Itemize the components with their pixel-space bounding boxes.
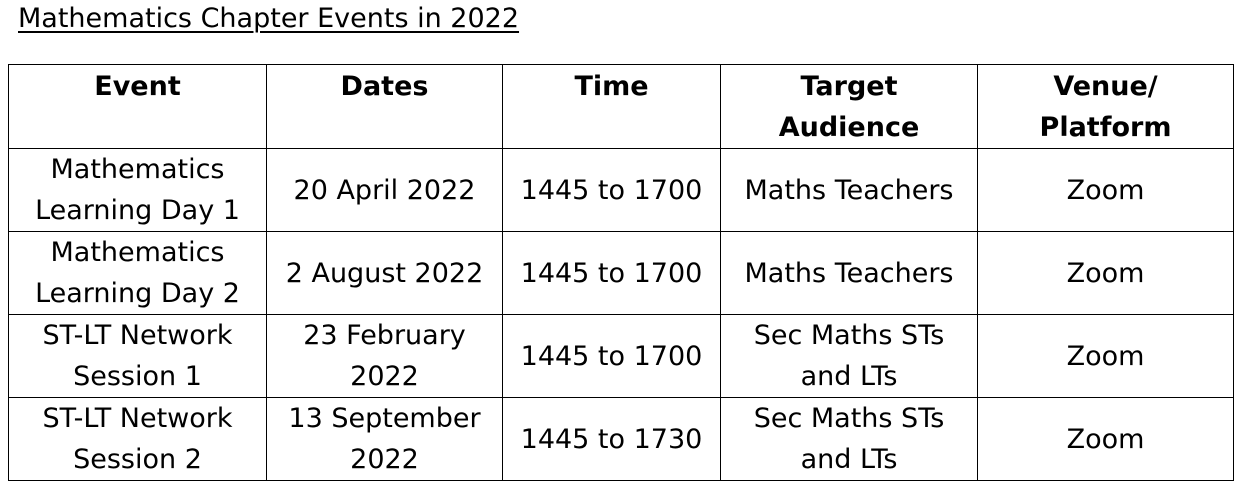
header-event-label: Event xyxy=(94,71,181,102)
header-venue-line2: Platform xyxy=(1039,112,1172,143)
table-header-row: Event Dates Time Target Audience Venue/ … xyxy=(8,64,1234,149)
header-event: Event xyxy=(8,64,267,149)
time-value: 1445 to 1730 xyxy=(520,423,703,455)
cell-venue: Zoom xyxy=(977,148,1234,232)
cell-audience: Maths Teachers xyxy=(720,231,978,315)
header-audience-line1: Target xyxy=(800,71,898,102)
venue-value: Zoom xyxy=(1066,340,1145,372)
cell-event: Mathematics Learning Day 1 xyxy=(8,148,267,232)
cell-dates: 20 April 2022 xyxy=(266,148,503,232)
audience-line2: and LTs xyxy=(800,361,898,392)
audience-line2: and LTs xyxy=(800,444,898,475)
cell-dates: 13 September 2022 xyxy=(266,397,503,481)
cell-time: 1445 to 1700 xyxy=(502,314,721,398)
table-row: ST-LT Network Session 1 23 February 2022… xyxy=(8,314,1234,398)
header-venue-platform: Venue/ Platform xyxy=(977,64,1234,149)
event-line2: Learning Day 1 xyxy=(35,195,240,226)
dates-line1: 23 February xyxy=(303,320,466,351)
events-table: Event Dates Time Target Audience Venue/ … xyxy=(8,64,1234,481)
event-line2: Learning Day 2 xyxy=(35,278,240,309)
cell-event: Mathematics Learning Day 2 xyxy=(8,231,267,315)
header-target-audience: Target Audience xyxy=(720,64,978,149)
event-line1: ST-LT Network xyxy=(42,403,233,434)
header-audience-line2: Audience xyxy=(778,112,920,143)
audience-line1: Sec Maths STs xyxy=(753,320,945,351)
event-line2: Session 2 xyxy=(73,444,202,475)
header-dates-label: Dates xyxy=(340,71,429,102)
audience-line1: Maths Teachers xyxy=(744,257,954,289)
event-line1: Mathematics xyxy=(50,154,225,185)
cell-venue: Zoom xyxy=(977,314,1234,398)
cell-event: ST-LT Network Session 2 xyxy=(8,397,267,481)
cell-event: ST-LT Network Session 1 xyxy=(8,314,267,398)
audience-line1: Sec Maths STs xyxy=(753,403,945,434)
cell-venue: Zoom xyxy=(977,231,1234,315)
cell-venue: Zoom xyxy=(977,397,1234,481)
venue-value: Zoom xyxy=(1066,257,1145,289)
header-venue-line1: Venue/ xyxy=(1053,71,1158,102)
dates-line1: 20 April 2022 xyxy=(293,174,476,206)
event-line1: ST-LT Network xyxy=(42,320,233,351)
table-row: Mathematics Learning Day 2 2 August 2022… xyxy=(8,231,1234,315)
venue-value: Zoom xyxy=(1066,174,1145,206)
event-line1: Mathematics xyxy=(50,237,225,268)
event-line2: Session 1 xyxy=(73,361,202,392)
cell-dates: 2 August 2022 xyxy=(266,231,503,315)
cell-time: 1445 to 1730 xyxy=(502,397,721,481)
time-value: 1445 to 1700 xyxy=(520,340,703,372)
time-value: 1445 to 1700 xyxy=(520,174,703,206)
cell-time: 1445 to 1700 xyxy=(502,231,721,315)
venue-value: Zoom xyxy=(1066,423,1145,455)
header-time-label: Time xyxy=(574,71,649,102)
cell-audience: Sec Maths STs and LTs xyxy=(720,314,978,398)
cell-audience: Sec Maths STs and LTs xyxy=(720,397,978,481)
header-time: Time xyxy=(502,64,721,149)
header-dates: Dates xyxy=(266,64,503,149)
cell-audience: Maths Teachers xyxy=(720,148,978,232)
table-row: ST-LT Network Session 2 13 September 202… xyxy=(8,397,1234,481)
table-row: Mathematics Learning Day 1 20 April 2022… xyxy=(8,148,1234,232)
dates-line2: 2022 xyxy=(350,444,419,475)
dates-line1: 13 September xyxy=(288,403,481,434)
audience-line1: Maths Teachers xyxy=(744,174,954,206)
cell-time: 1445 to 1700 xyxy=(502,148,721,232)
dates-line2: 2022 xyxy=(350,361,419,392)
cell-dates: 23 February 2022 xyxy=(266,314,503,398)
time-value: 1445 to 1700 xyxy=(520,257,703,289)
dates-line1: 2 August 2022 xyxy=(285,257,484,289)
document-title: Mathematics Chapter Events in 2022 xyxy=(18,3,520,34)
